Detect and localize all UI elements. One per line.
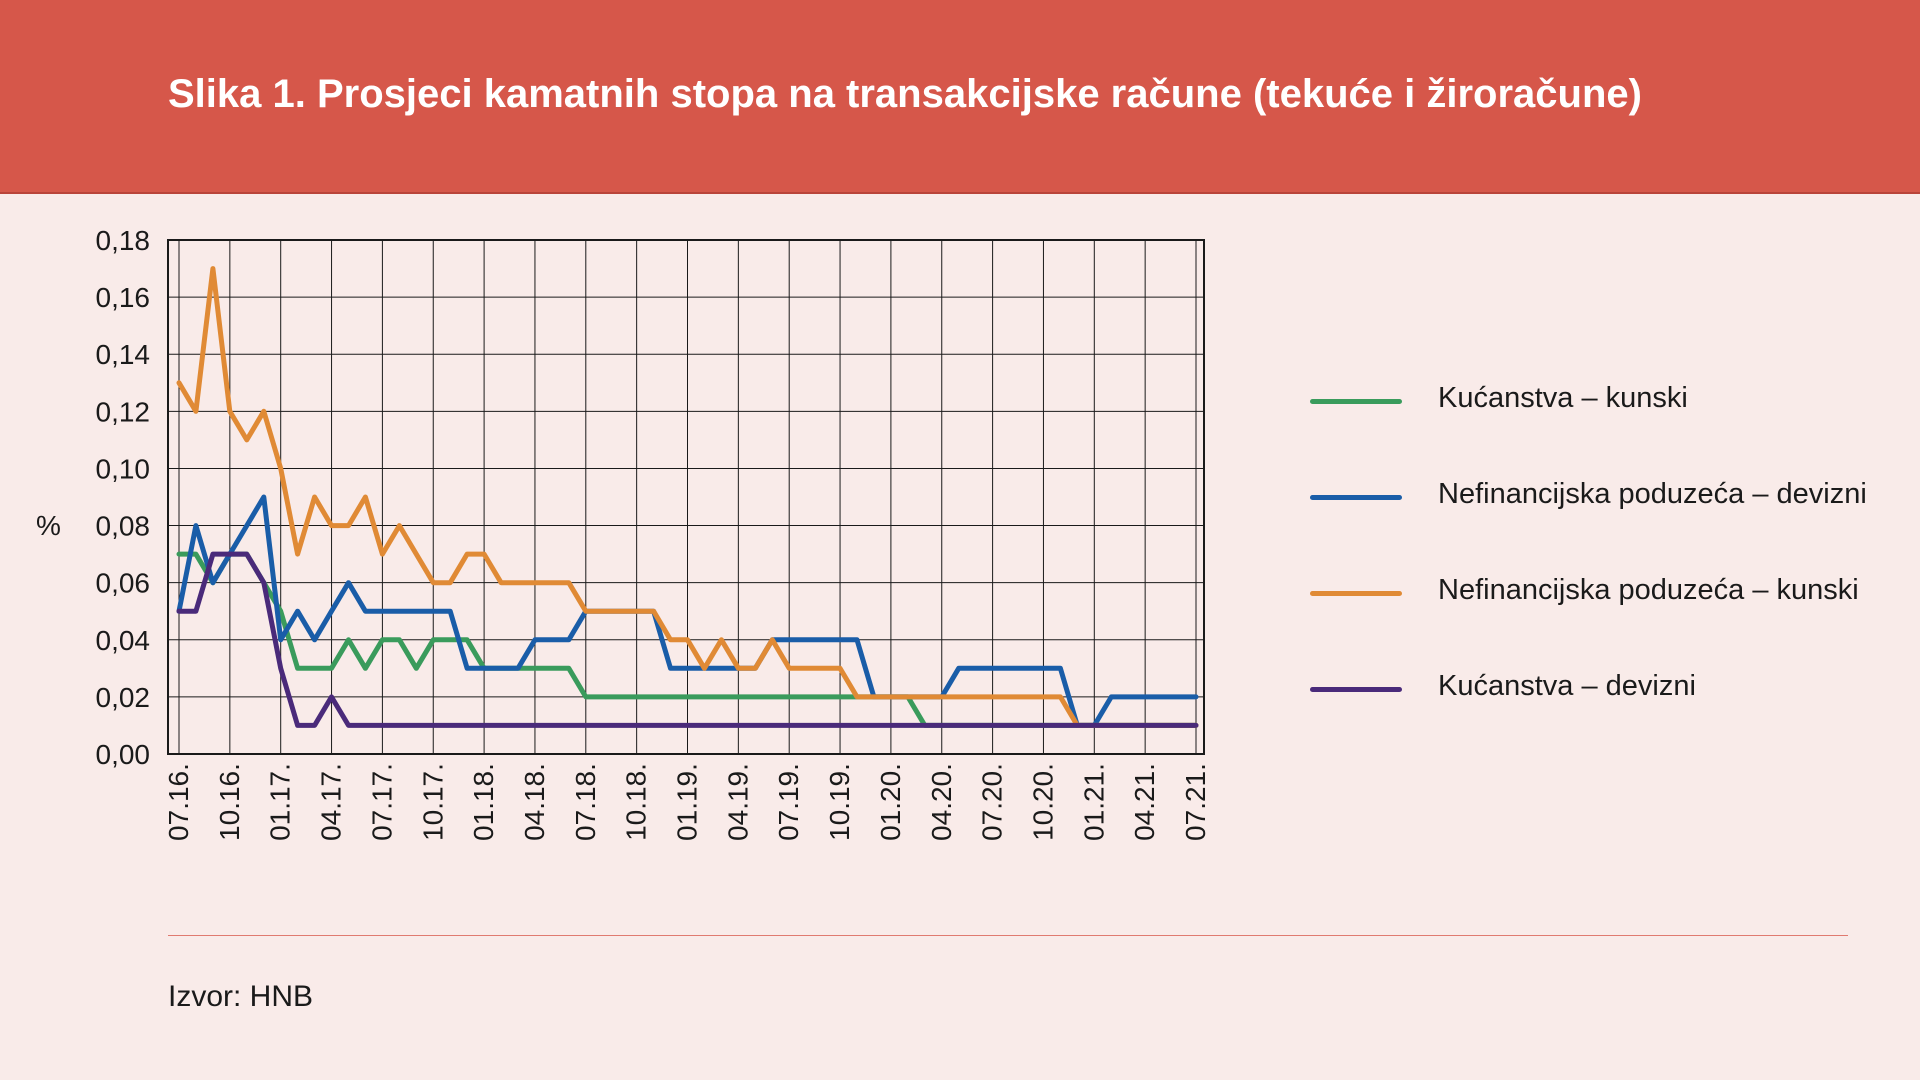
x-tick-label: 07.16.: [163, 763, 194, 841]
y-tick-label: 0,10: [96, 453, 151, 484]
series-line-ku-anstva-devizni: [176, 551, 1199, 728]
legend-item-nefinancijska-devizni: Nefinancijska poduzeća – devizni: [1310, 476, 1910, 516]
x-tick-label: 01.19.: [672, 763, 703, 841]
y-tick-label: 0,14: [96, 339, 151, 370]
y-tick-label: 0,12: [96, 396, 151, 427]
x-tick-label: 07.20.: [977, 763, 1008, 841]
divider: [168, 935, 1848, 936]
x-tick-label: 04.20.: [926, 763, 957, 841]
x-tick-label: 07.19.: [773, 763, 804, 841]
title-banner: Slika 1. Prosjeci kamatnih stopa na tran…: [0, 0, 1920, 194]
source-note: Izvor: HNB: [168, 980, 314, 1013]
x-tick-label: 01.17.: [265, 763, 296, 841]
page-title: Slika 1. Prosjeci kamatnih stopa na tran…: [168, 72, 1642, 116]
x-tick-label: 01.20.: [875, 763, 906, 841]
legend-swatch: [1310, 687, 1402, 692]
x-tick-label: 04.21.: [1129, 763, 1160, 841]
x-tick-label: 04.17.: [316, 763, 347, 841]
y-axis-label: %: [36, 510, 61, 541]
y-tick-label: 0,00: [96, 739, 151, 770]
x-tick-label: 10.20.: [1027, 763, 1058, 841]
x-tick-label: 07.18.: [570, 763, 601, 841]
y-tick-label: 0,16: [96, 282, 151, 313]
y-tick-label: 0,02: [96, 682, 151, 713]
legend-label: Kućanstva – kunski: [1438, 382, 1688, 414]
series-line-nefinancijska-poduze-a-devizni: [176, 494, 1199, 728]
legend-item-kucanstva-devizni: Kućanstva – devizni: [1310, 668, 1910, 708]
legend-item-kucanstva-kunski: Kućanstva – kunski: [1310, 380, 1910, 420]
x-tick-label: 10.19.: [824, 763, 855, 841]
x-tick-label: 07.21.: [1180, 763, 1211, 841]
x-tick-label: 10.16.: [214, 763, 245, 841]
y-tick-label: 0,18: [96, 225, 151, 256]
series-line-nefinancijska-poduze-a-kunski: [176, 266, 1199, 728]
legend-label: Nefinancijska poduzeća – devizni: [1438, 478, 1867, 510]
legend-swatch: [1310, 495, 1402, 500]
y-tick-label: 0,06: [96, 568, 151, 599]
x-tick-label: 01.18.: [468, 763, 499, 841]
y-tick-label: 0,08: [96, 511, 151, 542]
x-tick-label: 10.18.: [621, 763, 652, 841]
x-tick-label: 01.21.: [1078, 763, 1109, 841]
plot-border: [167, 239, 1205, 755]
x-tick-label: 04.19.: [722, 763, 753, 841]
legend-item-nefinancijska-kunski: Nefinancijska poduzeća – kunski: [1310, 572, 1910, 612]
y-tick-label: 0,04: [96, 625, 151, 656]
legend-label: Nefinancijska poduzeća – kunski: [1438, 574, 1859, 606]
legend-swatch: [1310, 399, 1402, 404]
legend-swatch: [1310, 591, 1402, 596]
plot-area: [168, 240, 1204, 754]
x-tick-label: 04.18.: [519, 763, 550, 841]
x-tick-label: 07.17.: [366, 763, 397, 841]
legend-label: Kućanstva – devizni: [1438, 670, 1696, 702]
x-tick-label: 10.17.: [417, 763, 448, 841]
